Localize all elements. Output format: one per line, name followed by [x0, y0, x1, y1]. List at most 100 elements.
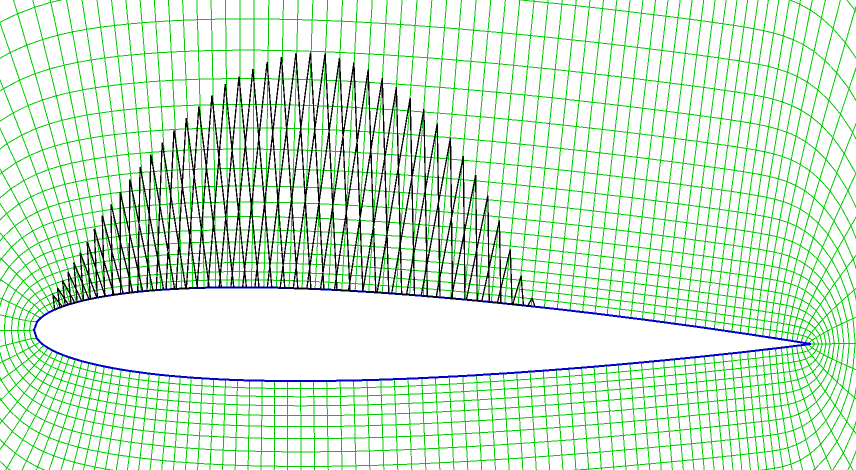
- mesh-radial-line: [0, 347, 49, 402]
- velocity-profile-spike: [110, 203, 134, 295]
- mesh-radial-line: [641, 362, 651, 470]
- velocity-profile-spike: [266, 52, 312, 289]
- mesh-radial-line: [234, 380, 238, 470]
- mesh-radial-line: [704, 356, 715, 470]
- velocity-profile-spike: [254, 56, 299, 289]
- mesh-radial-line: [618, 0, 657, 317]
- mesh-ring: [0, 78, 856, 209]
- mesh-radial-line: [125, 0, 152, 291]
- velocity-profile-spike: [279, 52, 325, 290]
- velocity-profile-spike: [67, 271, 83, 304]
- mesh-radial-line: [0, 202, 59, 309]
- mesh-radial-line: [490, 0, 521, 303]
- mesh-radial-line: [0, 341, 41, 364]
- mesh-radial-line: [368, 0, 388, 292]
- mesh-radial-line: [82, 366, 105, 470]
- mesh-radial-line: [314, 0, 329, 290]
- mesh-radial-line: [754, 350, 768, 470]
- mesh-ring: [0, 168, 856, 470]
- mesh-radial-line: [807, 316, 856, 344]
- mesh-radial-line: [96, 0, 133, 293]
- mesh-radial-line: [275, 0, 284, 288]
- mesh-radial-line: [581, 367, 590, 470]
- mesh-radial-line: [775, 5, 856, 339]
- mesh-radial-line: [0, 314, 38, 323]
- velocity-profile-spike: [230, 69, 273, 288]
- mesh-radial-line: [780, 347, 804, 470]
- mesh-radial-line: [504, 0, 535, 304]
- mesh-radial-line: [224, 0, 228, 288]
- velocity-profile-spike: [93, 228, 115, 298]
- velocity-profile-spike: [527, 296, 536, 307]
- mesh-ring: [0, 49, 856, 176]
- velocity-profile-spike: [242, 61, 286, 288]
- mesh-radial-line: [747, 0, 801, 335]
- mesh-ring: [0, 229, 835, 440]
- mesh-radial-line: [477, 0, 506, 301]
- mesh-radial-line: [407, 378, 413, 470]
- mesh-radial-line: [516, 372, 524, 470]
- mesh-radial-line: [755, 0, 813, 336]
- mesh-radial-line: [104, 369, 122, 470]
- mesh-radial-line: [354, 0, 373, 292]
- mesh-radial-line: [582, 0, 618, 313]
- mesh-radial-line: [555, 369, 564, 470]
- mesh-radial-line: [775, 348, 793, 470]
- velocity-profile-spike: [79, 252, 98, 301]
- mesh-radial-line: [60, 362, 90, 470]
- mesh-radial-line: [81, 0, 124, 294]
- mesh-radial-line: [247, 380, 251, 470]
- mesh-radial-line: [543, 0, 577, 308]
- mesh-radial-line: [694, 0, 738, 327]
- mesh-radial-line: [476, 375, 483, 470]
- mesh-radial-line: [731, 353, 743, 470]
- mesh-radial-line: [517, 0, 549, 305]
- mesh-radial-line: [196, 0, 205, 288]
- velocity-profile-spike: [196, 95, 235, 288]
- mesh-radial-line: [713, 0, 759, 330]
- mesh-radial-line: [542, 370, 551, 470]
- velocity-profile-glyphs: [52, 52, 536, 311]
- mesh-radial-line: [0, 297, 41, 319]
- velocity-profile-spike: [391, 109, 429, 297]
- mesh-radial-line: [761, 349, 776, 470]
- mesh-radial-line: [48, 361, 83, 470]
- mesh-radial-line: [209, 378, 215, 470]
- mesh-radial-line: [503, 373, 510, 470]
- airfoil-section: [32, 286, 812, 383]
- mesh-ring: [0, 216, 840, 453]
- velocity-profile-spike: [333, 69, 377, 293]
- mesh-radial-line: [422, 0, 448, 296]
- mesh-radial-line: [739, 0, 790, 334]
- mesh-radial-line: [380, 379, 385, 470]
- mesh-ring: [0, 148, 856, 470]
- mesh-radial-line: [641, 0, 681, 320]
- mesh-radial-line: [0, 352, 59, 451]
- mesh-radial-line: [804, 287, 856, 344]
- mesh-radial-line: [197, 378, 203, 470]
- mesh-radial-line: [786, 346, 816, 470]
- profile-base-trace: [53, 286, 532, 311]
- mesh-ring: [0, 18, 856, 140]
- velocity-profile-spike: [496, 249, 513, 305]
- mesh-radial-line: [313, 381, 316, 470]
- velocity-profile-spike: [137, 166, 165, 292]
- mesh-radial-line: [250, 0, 255, 288]
- mesh-radial-line: [652, 361, 662, 470]
- mesh-radial-line: [768, 349, 784, 470]
- mesh-radial-line: [393, 379, 399, 470]
- mesh-radial-line: [381, 0, 403, 293]
- velocity-profile-spike: [128, 179, 154, 293]
- mesh-radial-line: [299, 381, 302, 470]
- mesh-radial-line: [326, 380, 329, 470]
- mesh-radial-line: [35, 359, 76, 470]
- mesh-radial-line: [138, 373, 150, 470]
- mesh-radial-line: [629, 363, 639, 470]
- velocity-profile-spike: [376, 97, 416, 296]
- mesh-radial-line: [747, 351, 760, 470]
- mesh-radial-line: [605, 365, 615, 470]
- mesh-radial-line: [421, 378, 427, 470]
- velocity-profile-spike: [101, 215, 124, 297]
- mesh-radial-line: [327, 0, 344, 290]
